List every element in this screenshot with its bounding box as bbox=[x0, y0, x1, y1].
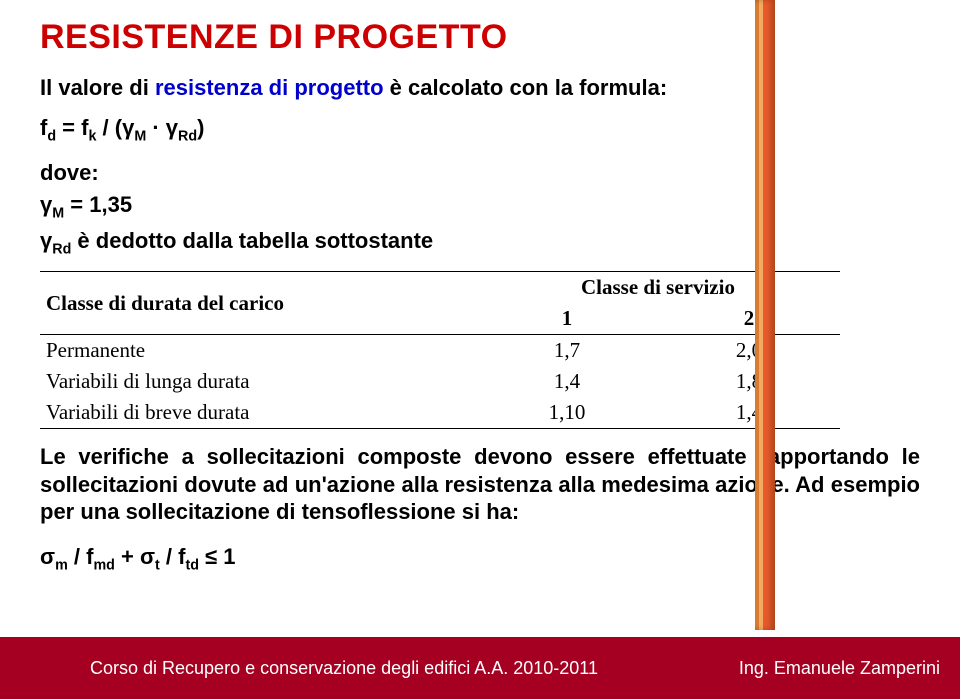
m-sub: M bbox=[134, 128, 146, 144]
rd-sub: Rd bbox=[178, 128, 197, 144]
intro-suffix: è calcolato con la formula: bbox=[384, 75, 668, 100]
row-label: Permanente bbox=[40, 335, 476, 367]
col-2: 2 bbox=[658, 303, 840, 335]
gamma-rd-sub: Rd bbox=[52, 241, 71, 257]
slash2: / f bbox=[160, 544, 186, 569]
intro-blue: resistenza di progetto bbox=[155, 75, 384, 100]
ftd-sub: td bbox=[185, 557, 199, 573]
table-row: Variabili di breve durata 1,10 1,4 bbox=[40, 397, 840, 429]
intro-prefix: Il valore di bbox=[40, 75, 155, 100]
table-row: Variabili di lunga durata 1,4 1,8 bbox=[40, 366, 840, 397]
row-v1: 1,4 bbox=[476, 366, 658, 397]
gamma-m-rhs: = 1,35 bbox=[64, 192, 132, 217]
slash1: / f bbox=[68, 544, 94, 569]
footer: Corso di Recupero e conservazione degli … bbox=[0, 637, 960, 699]
accent-bar bbox=[755, 0, 775, 630]
row-v2: 1,4 bbox=[658, 397, 840, 429]
dove: dove: bbox=[40, 160, 920, 186]
table-header-row: Classe di durata del carico Classe di se… bbox=[40, 272, 840, 304]
sigma-m: σ bbox=[40, 544, 55, 569]
gamma-m-sub: M bbox=[52, 206, 64, 222]
footer-left: Corso di Recupero e conservazione degli … bbox=[90, 658, 598, 679]
gamma-m-line: γM = 1,35 bbox=[40, 192, 920, 221]
head-right: Classe di servizio bbox=[476, 272, 840, 304]
row-v2: 1,8 bbox=[658, 366, 840, 397]
close: ) bbox=[197, 115, 204, 140]
div: / (γ bbox=[96, 115, 134, 140]
table-row: Permanente 1,7 2,0 bbox=[40, 335, 840, 367]
head-left: Classe di durata del carico bbox=[40, 272, 476, 335]
coefficients-table: Classe di durata del carico Classe di se… bbox=[40, 271, 840, 429]
row-v1: 1,10 bbox=[476, 397, 658, 429]
plus: + σ bbox=[115, 544, 155, 569]
fmd-sub: md bbox=[93, 557, 114, 573]
row-v1: 1,7 bbox=[476, 335, 658, 367]
page-content: RESISTENZE DI PROGETTO Il valore di resi… bbox=[0, 0, 960, 573]
gamma-m-lhs: γ bbox=[40, 192, 52, 217]
gamma-rd-rhs: è dedotto dalla tabella sottostante bbox=[71, 228, 433, 253]
row-label: Variabili di lunga durata bbox=[40, 366, 476, 397]
le-one: ≤ 1 bbox=[199, 544, 236, 569]
page-title: RESISTENZE DI PROGETTO bbox=[40, 18, 920, 57]
gamma-rd-line: γRd è dedotto dalla tabella sottostante bbox=[40, 228, 920, 257]
formula: fd = fk / (γM · γRd) bbox=[40, 115, 920, 144]
col-1: 1 bbox=[476, 303, 658, 335]
dot: · γ bbox=[146, 115, 178, 140]
footer-right: Ing. Emanuele Zamperini bbox=[739, 658, 940, 679]
eq: = f bbox=[56, 115, 88, 140]
row-label: Variabili di breve durata bbox=[40, 397, 476, 429]
inequality: σm / fmd + σt / ftd ≤ 1 bbox=[40, 544, 920, 573]
gamma-rd-lhs: γ bbox=[40, 228, 52, 253]
sigma-m-sub: m bbox=[55, 557, 68, 573]
intro-line: Il valore di resistenza di progetto è ca… bbox=[40, 75, 920, 101]
row-v2: 2,0 bbox=[658, 335, 840, 367]
fd-sub: d bbox=[47, 128, 56, 144]
paragraph: Le verifiche a sollecitazioni composte d… bbox=[40, 443, 920, 526]
